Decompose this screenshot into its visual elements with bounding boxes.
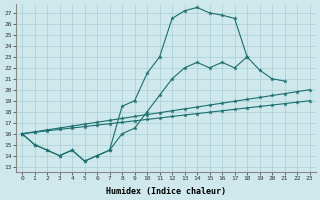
- X-axis label: Humidex (Indice chaleur): Humidex (Indice chaleur): [106, 187, 226, 196]
